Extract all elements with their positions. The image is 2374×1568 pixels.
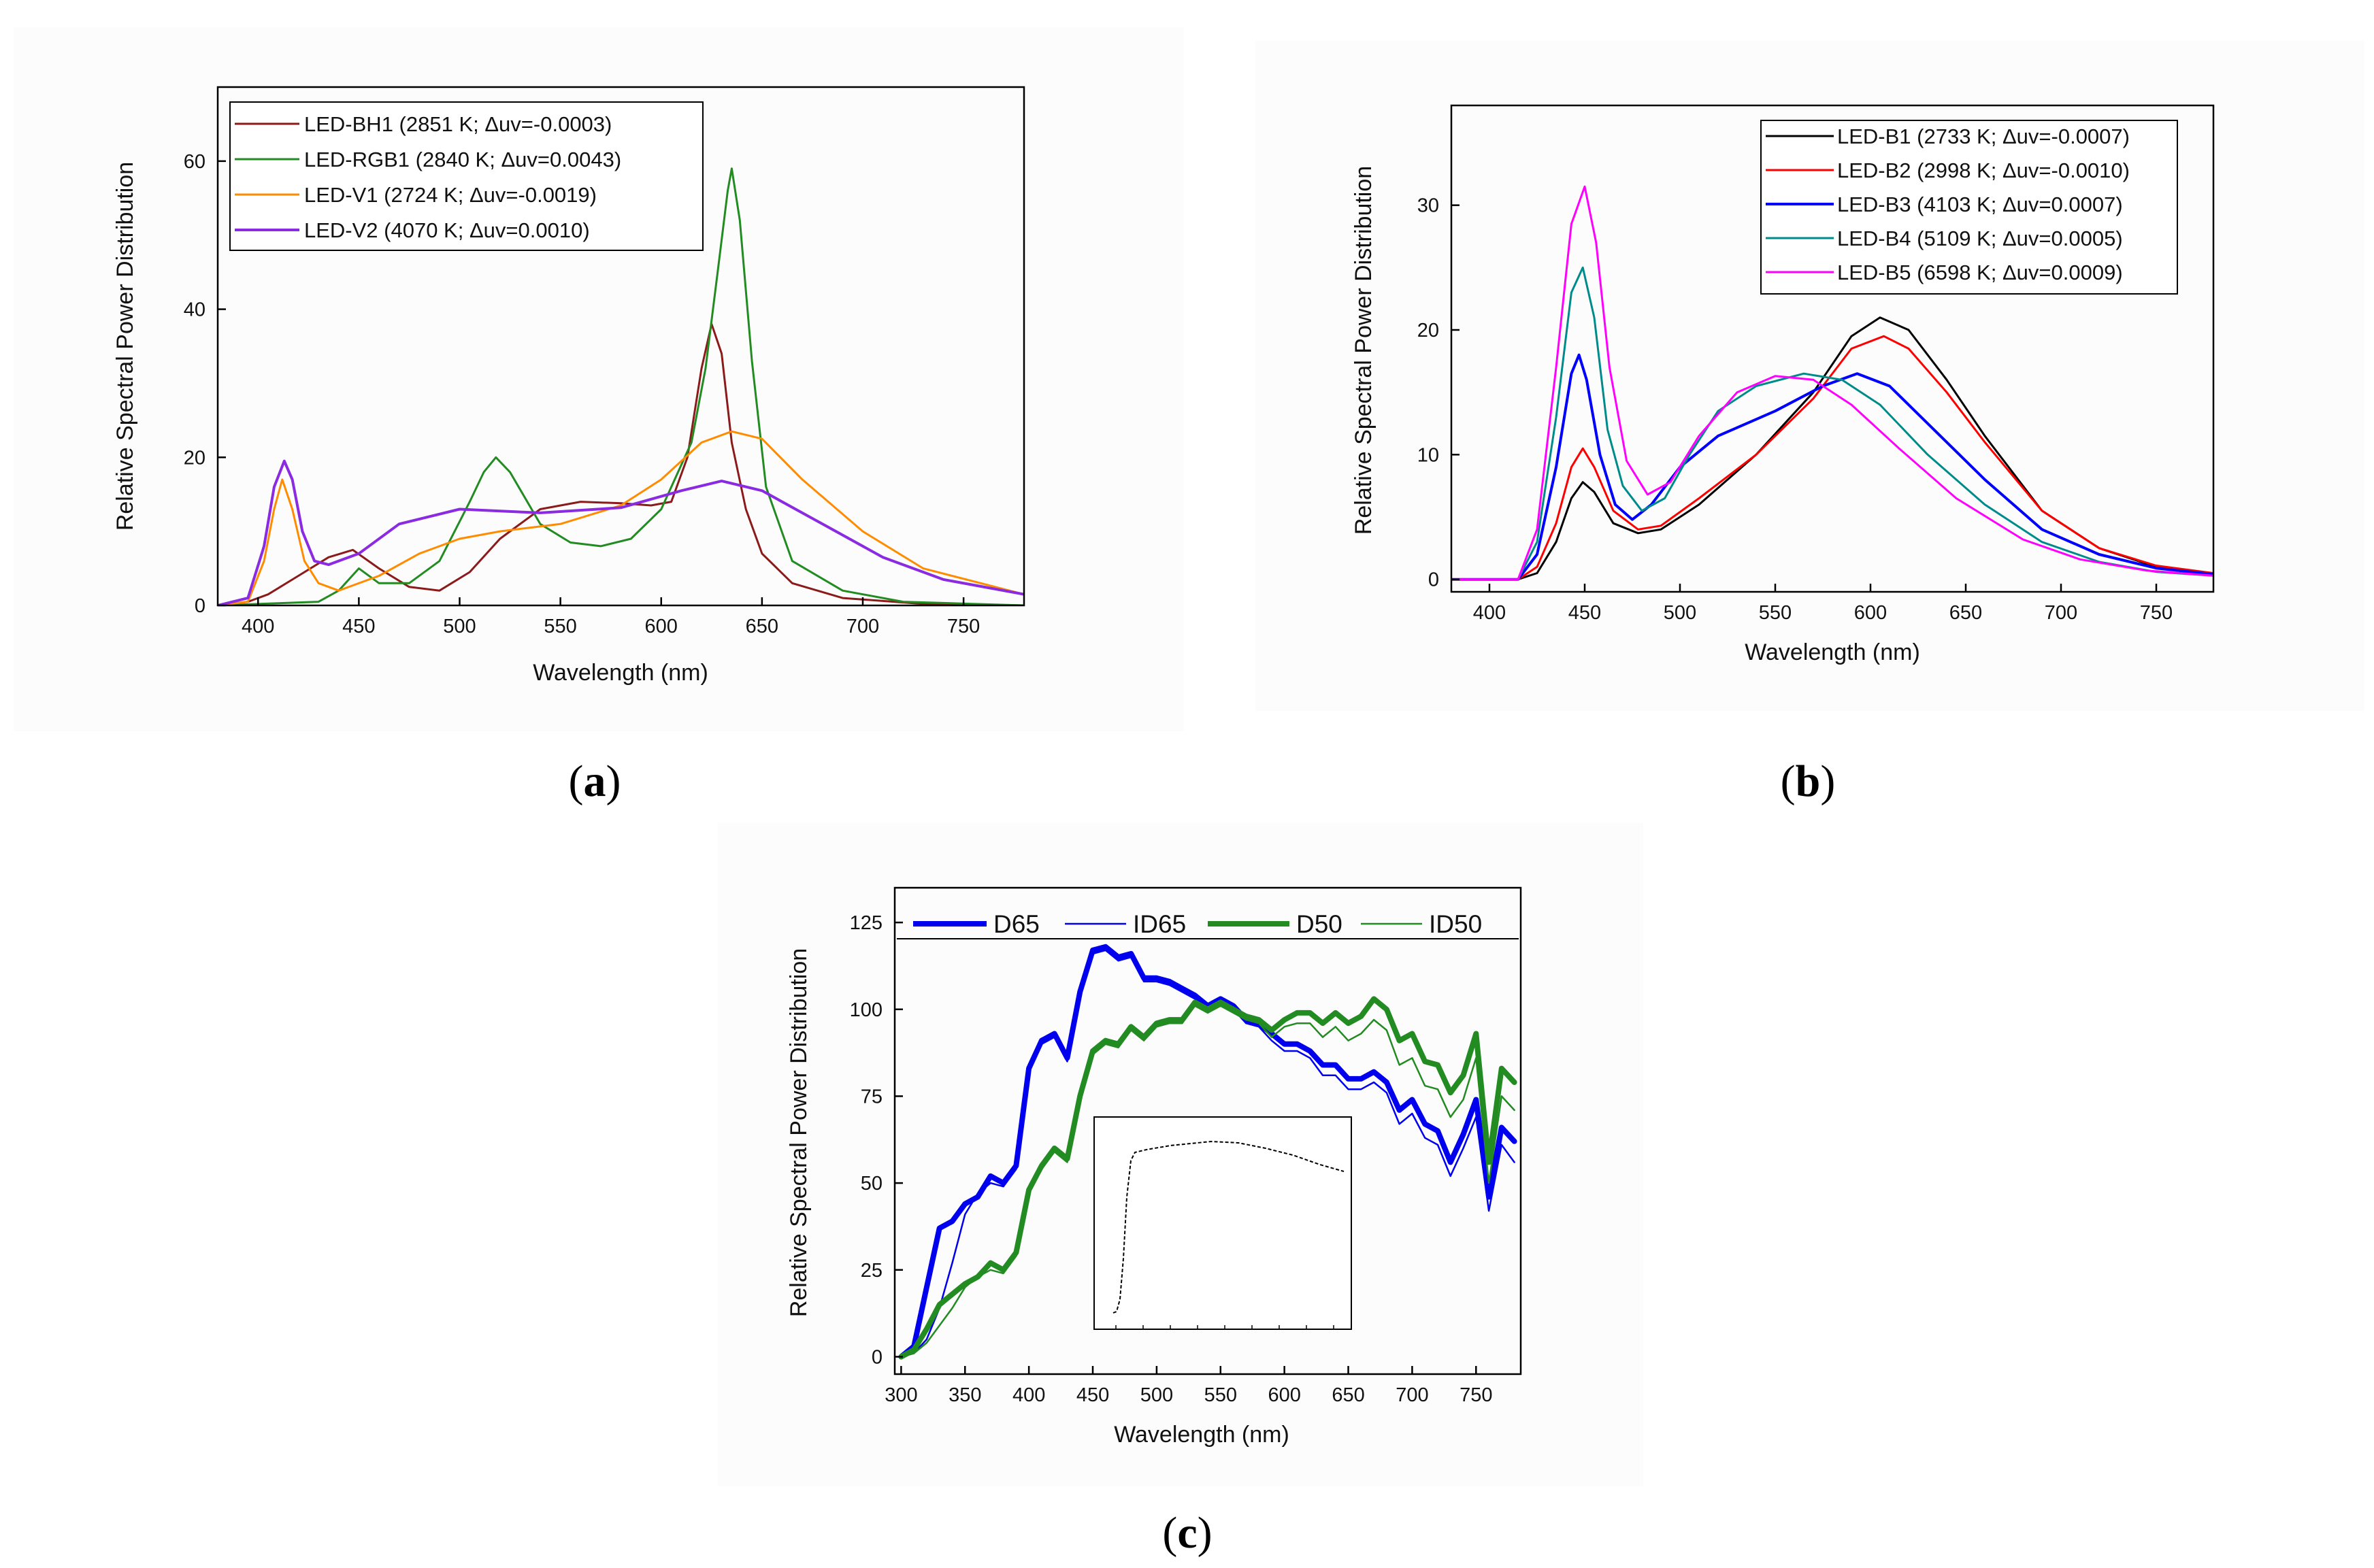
x-tick-label: 450 [1076,1384,1109,1406]
x-tick-label: 300 [885,1384,917,1406]
legend-entry: LED-V2 (4070 K; Δuv=0.0010) [304,218,590,242]
legend-entry: ID50 [1429,910,1482,938]
panel-a-series-3 [218,459,1024,605]
y-tick-label: 25 [861,1260,883,1282]
panel-b-series-3 [1451,266,2213,581]
y-tick-label: 0 [195,595,205,617]
panel-label-c-letter: c [1177,1508,1197,1558]
y-tick-label: 20 [1417,320,1439,341]
panel-c-series-0 [898,944,1517,1360]
inset-frame [1093,1116,1352,1330]
x-tick-label: 600 [1268,1384,1300,1406]
y-tick-label: 60 [184,151,205,173]
x-tick-label: 400 [1012,1384,1045,1406]
x-tick-label: 750 [2140,602,2173,624]
legend-entry: LED-B3 (4103 K; Δuv=0.0007) [1837,193,2123,216]
x-tick-label: 600 [1854,602,1887,624]
panel-c-inset-graph [1093,1116,1352,1330]
panel-b-series-1 [1451,335,2213,581]
x-tick-label: 750 [1460,1384,1492,1406]
x-tick-label: 450 [1568,602,1601,624]
y-tick-label: 0 [1428,569,1439,591]
inset-curve [1112,1140,1345,1314]
panel-a-x-axis-label: Wavelength (nm) [533,660,708,686]
x-tick-label: 650 [746,616,778,637]
panel-c-x-axis-label: Wavelength (nm) [1114,1422,1289,1448]
panel-a-series-0 [218,322,1024,605]
x-tick-label: 650 [1949,602,1982,624]
panel-a-series-2 [218,430,1024,605]
x-tick-label: 650 [1332,1384,1364,1406]
panel-c: 300 350 400 450 500 550 600 650 700 750 0 25 50 75 100… [718,823,1643,1486]
x-tick-label: 700 [1396,1384,1428,1406]
panel-a-legend-box [229,101,704,251]
panel-b-series [1451,185,2213,581]
panel-b-ticks: 400 450 500 550 600 650 700 750 0 10 20 30 [1417,195,2173,624]
inset-tick-marks [1115,1325,1334,1329]
y-tick-label: 40 [184,299,205,321]
panel-c-series [898,944,1517,1360]
x-tick-label: 750 [947,616,980,637]
panel-b-series-0 [1451,316,2213,581]
y-tick-label: 30 [1417,195,1439,217]
x-tick-label: 550 [1759,602,1792,624]
panel-b-x-axis-label: Wavelength (nm) [1745,639,1920,665]
x-tick-label: 700 [2045,602,2077,624]
y-tick-label: 50 [861,1173,883,1195]
legend-entry: LED-V1 (2724 K; Δuv=-0.0019) [304,183,597,207]
panel-label-b: (b) [1781,756,1836,806]
x-tick-label: 700 [846,616,879,637]
panel-c-series-3 [900,1005,1515,1358]
panel-a-series-1 [218,167,1024,605]
legend-entry: LED-RGB1 (2840 K; Δuv=0.0043) [304,148,621,171]
legend-entry: LED-B5 (6598 K; Δuv=0.0009) [1837,261,2123,284]
x-tick-label: 350 [949,1384,981,1406]
legend-entry: LED-B4 (5109 K; Δuv=0.0005) [1837,227,2123,250]
panel-label-c: (c) [1162,1508,1212,1558]
panel-c-y-axis-label: Relative Spectral Power Distribution [786,948,812,1317]
legend-entry: D50 [1296,910,1342,938]
x-tick-label: 550 [544,616,576,637]
y-tick-label: 10 [1417,444,1439,466]
legend-entry: ID65 [1133,910,1186,938]
panel-a-plot-frame [216,86,1025,607]
panel-b: 400 450 500 550 600 650 700 750 0 10 20 30 Waveleng… [1255,41,2364,711]
x-tick-label: 400 [242,616,274,637]
panel-a-ticks: 400 450 500 550 600 650 700 750 0 20 40 60 [184,151,980,637]
panel-a-y-axis-label: Relative Spectral Power Distribution [112,162,138,531]
panel-a-series [218,167,1024,605]
panel-label-b-letter: b [1796,756,1821,806]
panel-a-legend: LED-BH1 (2851 K; Δuv=-0.0003) LED-RGB1 (2… [229,101,704,251]
x-tick-label: 500 [1664,602,1696,624]
x-tick-label: 500 [1140,1384,1173,1406]
panel-b-plot-frame [1450,104,2215,593]
y-tick-label: 0 [872,1346,883,1368]
legend-entry: D65 [993,910,1040,938]
panel-label-a: (a) [569,756,621,806]
panel-label-a-letter: a [584,756,606,806]
x-tick-label: 450 [342,616,375,637]
legend-entry: LED-B1 (2733 K; Δuv=-0.0007) [1837,124,2130,148]
x-tick-label: 500 [443,616,476,637]
panel-c-series-2 [898,996,1517,1360]
panel-b-y-axis-label: Relative Spectral Power Distribution [1351,166,1376,535]
x-tick-label: 600 [645,616,678,637]
panel-b-series-4 [1451,185,2213,581]
y-tick-label: 100 [850,999,883,1021]
panel-b-legend: LED-B1 (2733 K; Δuv=-0.0007) LED-B2 (2998… [1760,120,2178,295]
legend-entry: LED-BH1 (2851 K; Δuv=-0.0003) [304,112,612,136]
y-tick-label: 125 [850,912,883,934]
y-tick-label: 20 [184,447,205,469]
panel-a: 400 450 500 550 600 650 700 750 0 20 40 60 Waveleng… [14,27,1184,731]
x-tick-label: 550 [1204,1384,1237,1406]
legend-entry: LED-B2 (2998 K; Δuv=-0.0010) [1837,159,2130,182]
panel-b-legend-box [1760,120,2178,295]
panel-c-ticks: 300 350 400 450 500 550 600 650 700 750 0 25 50 75 100… [850,912,1493,1406]
panel-c-plot-frame [893,886,1522,1375]
y-tick-label: 75 [861,1086,883,1107]
x-tick-label: 400 [1473,602,1506,624]
panel-c-legend: D65 ID65 D50 ID50 [897,910,1519,939]
